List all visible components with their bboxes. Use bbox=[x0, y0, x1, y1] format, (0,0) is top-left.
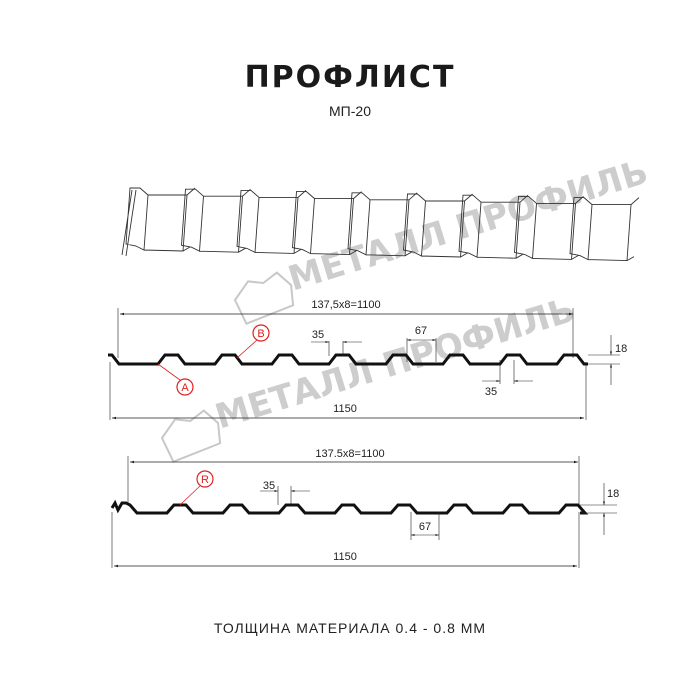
watermark-logo-icon bbox=[233, 271, 295, 325]
profile-a-line bbox=[108, 353, 588, 366]
profile-r: 137.5x8=1100 1150 35 67 18 R bbox=[110, 448, 619, 568]
callout-a-label: A bbox=[181, 382, 189, 394]
callout-a bbox=[176, 378, 194, 396]
dim-height: 18 bbox=[615, 343, 627, 355]
callout-b bbox=[252, 324, 270, 342]
watermark-2: МЕТАЛЛ ПРОФИЛЬ bbox=[160, 290, 580, 463]
material-thickness: ТОЛЩИНА МАТЕРИАЛА 0.4 - 0.8 ММ bbox=[213, 620, 487, 636]
watermark-1: МЕТАЛЛ ПРОФИЛЬ bbox=[233, 152, 653, 325]
dim-overall-width: 137,5x8=1100 bbox=[311, 299, 380, 311]
dim-overall-width: 137.5x8=1100 bbox=[315, 448, 384, 460]
dim-top-width: 35 bbox=[312, 329, 324, 341]
page-title: ПРОФЛИСТ bbox=[244, 60, 456, 95]
dim-height: 18 bbox=[607, 488, 619, 500]
dim-top-width: 35 bbox=[263, 480, 275, 492]
sheet-3d-view bbox=[121, 187, 640, 262]
profile-a: 137,5x8=1100 1150 35 67 35 18 B bbox=[108, 299, 627, 420]
dim-pitch: 67 bbox=[415, 325, 427, 337]
dim-bottom-width: 35 bbox=[485, 386, 497, 398]
sheet-3d-outline bbox=[121, 187, 640, 262]
watermark-text: МЕТАЛЛ ПРОФИЛЬ bbox=[284, 152, 653, 299]
callout-r-label: R bbox=[201, 474, 209, 486]
callout-r bbox=[196, 470, 214, 488]
profile-r-line bbox=[110, 499, 589, 515]
dim-total-width: 1150 bbox=[333, 551, 357, 563]
dim-pitch: 67 bbox=[419, 521, 431, 533]
callout-b-label: B bbox=[257, 328, 264, 340]
page-subtitle: МП-20 bbox=[329, 103, 371, 119]
dim-total-width: 1150 bbox=[333, 403, 357, 415]
